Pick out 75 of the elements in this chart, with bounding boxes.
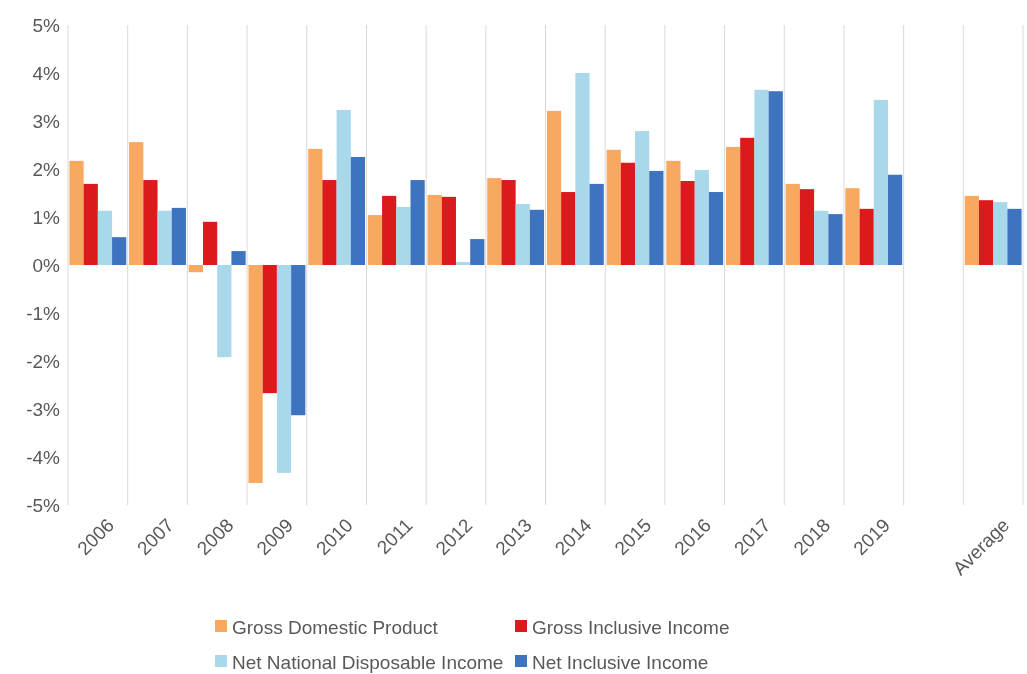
y-tick-label: 3% xyxy=(32,110,61,132)
bar xyxy=(83,183,98,265)
bar xyxy=(859,208,874,265)
bar xyxy=(768,91,783,265)
bar xyxy=(97,210,113,265)
bar xyxy=(248,265,263,483)
bar xyxy=(396,206,411,265)
bar xyxy=(441,196,456,265)
bar xyxy=(725,146,741,265)
bar xyxy=(561,192,576,265)
bar xyxy=(455,262,471,265)
bar xyxy=(978,200,994,265)
bar xyxy=(350,157,366,265)
bar xyxy=(129,142,144,265)
bar xyxy=(828,214,843,265)
bar xyxy=(785,183,800,265)
y-tick-label: -1% xyxy=(26,302,61,324)
legend-label: Gross Inclusive Income xyxy=(532,616,730,638)
bar xyxy=(546,110,562,265)
y-tick-label: -5% xyxy=(26,494,61,516)
bar xyxy=(529,209,545,265)
bar xyxy=(487,178,502,265)
bar xyxy=(410,180,425,265)
legend-label: Net National Disposable Income xyxy=(232,651,504,673)
bar xyxy=(69,160,84,265)
bar xyxy=(188,265,204,273)
bar xyxy=(143,180,158,265)
bar xyxy=(694,169,709,265)
bar xyxy=(470,239,485,265)
bar xyxy=(291,265,306,416)
bar xyxy=(203,221,218,265)
y-tick-label: -4% xyxy=(26,446,61,468)
bar xyxy=(231,251,246,265)
bar xyxy=(515,204,530,265)
bar xyxy=(112,237,127,265)
y-tick-label: 5% xyxy=(32,14,61,36)
bar xyxy=(575,73,590,265)
y-tick-label: -2% xyxy=(26,350,61,372)
bar xyxy=(336,109,351,265)
bar xyxy=(276,265,292,473)
bar xyxy=(964,195,979,265)
bar xyxy=(754,89,769,265)
bar xyxy=(427,194,442,265)
bar xyxy=(620,162,636,265)
bar xyxy=(322,180,337,265)
bar xyxy=(1007,208,1022,265)
bar xyxy=(606,149,621,265)
bar xyxy=(262,265,277,394)
bar xyxy=(887,174,903,265)
bar xyxy=(799,189,815,265)
bar xyxy=(708,192,724,265)
y-tick-label: 0% xyxy=(32,254,61,276)
legend-label: Net Inclusive Income xyxy=(532,651,709,673)
bar xyxy=(308,148,323,265)
bar xyxy=(589,183,604,265)
bar xyxy=(157,210,172,265)
bar xyxy=(217,265,232,358)
bar xyxy=(171,207,186,265)
legend-label: Gross Domestic Product xyxy=(232,616,439,638)
bar xyxy=(367,215,383,265)
bar xyxy=(740,137,755,265)
bar xyxy=(382,195,397,265)
bar xyxy=(501,180,516,265)
bar xyxy=(873,99,888,265)
bar xyxy=(845,188,860,265)
bar xyxy=(680,181,695,265)
bar xyxy=(635,131,650,265)
y-tick-label: 2% xyxy=(32,158,61,180)
bar xyxy=(666,160,681,265)
y-tick-label: 4% xyxy=(32,62,61,84)
bar xyxy=(993,202,1008,265)
y-tick-label: -3% xyxy=(26,398,61,420)
y-tick-label: 1% xyxy=(32,206,61,228)
bar xyxy=(649,170,664,265)
bar xyxy=(814,210,829,265)
